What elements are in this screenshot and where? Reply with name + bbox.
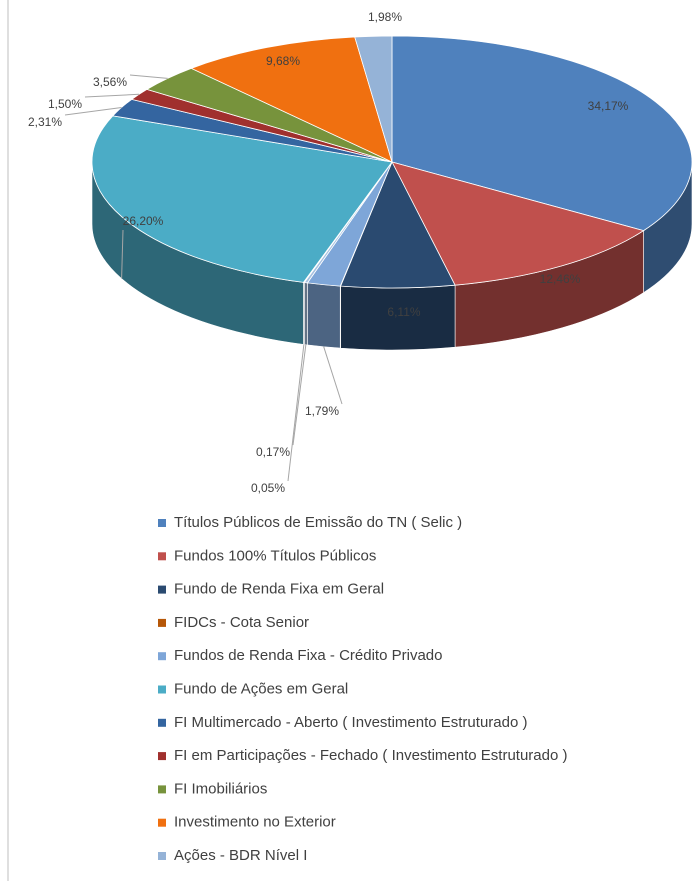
legend-label: FIDCs - Cota Senior	[174, 614, 309, 631]
legend-label: FI Multimercado - Aberto ( Investimento …	[174, 714, 527, 731]
legend-swatch	[158, 652, 166, 660]
legend-swatch	[158, 586, 166, 594]
legend-label: Fundos de Renda Fixa - Crédito Privado	[174, 647, 442, 664]
leader-line	[293, 345, 306, 445]
leader-line	[130, 75, 168, 78]
data-label: 1,79%	[305, 404, 339, 418]
leader-line	[288, 344, 304, 481]
legend-swatch	[158, 619, 166, 627]
data-label: 0,05%	[251, 481, 285, 495]
data-label: 34,17%	[588, 99, 629, 113]
legend-label: FI em Participações - Fechado ( Investim…	[174, 747, 568, 764]
data-label: 1,50%	[48, 97, 82, 111]
data-label: 2,31%	[28, 115, 62, 129]
leader-line	[324, 347, 342, 404]
pie-tops	[92, 36, 692, 288]
data-label: 12,46%	[540, 272, 581, 286]
slice-side	[304, 282, 307, 344]
leader-line	[85, 94, 139, 97]
legend-swatch	[158, 719, 166, 727]
legend-label: Fundo de Ações em Geral	[174, 680, 348, 697]
slice-side	[307, 283, 340, 348]
legend-swatch	[158, 819, 166, 827]
legend-label: Investimento no Exterior	[174, 814, 336, 831]
data-label: 3,56%	[93, 75, 127, 89]
legend-swatch	[158, 852, 166, 860]
data-label: 26,20%	[123, 214, 164, 228]
legend-label: Ações - BDR Nível I	[174, 847, 307, 864]
data-label: 9,68%	[266, 54, 300, 68]
legend-swatch	[158, 785, 166, 793]
legend-label: Fundos 100% Títulos Públicos	[174, 547, 376, 564]
data-label: 6,11%	[387, 305, 420, 319]
legend-label: FI Imobiliários	[174, 780, 267, 797]
data-label: 0,17%	[256, 445, 290, 459]
legend-label: Fundo de Renda Fixa em Geral	[174, 581, 384, 598]
legend-swatch	[158, 552, 166, 560]
legend-swatch	[158, 686, 166, 694]
legend-label: Títulos Públicos de Emissão do TN ( Seli…	[174, 514, 462, 531]
legend-swatch	[158, 752, 166, 760]
data-label: 1,98%	[368, 10, 402, 24]
legend-swatch	[158, 519, 166, 527]
